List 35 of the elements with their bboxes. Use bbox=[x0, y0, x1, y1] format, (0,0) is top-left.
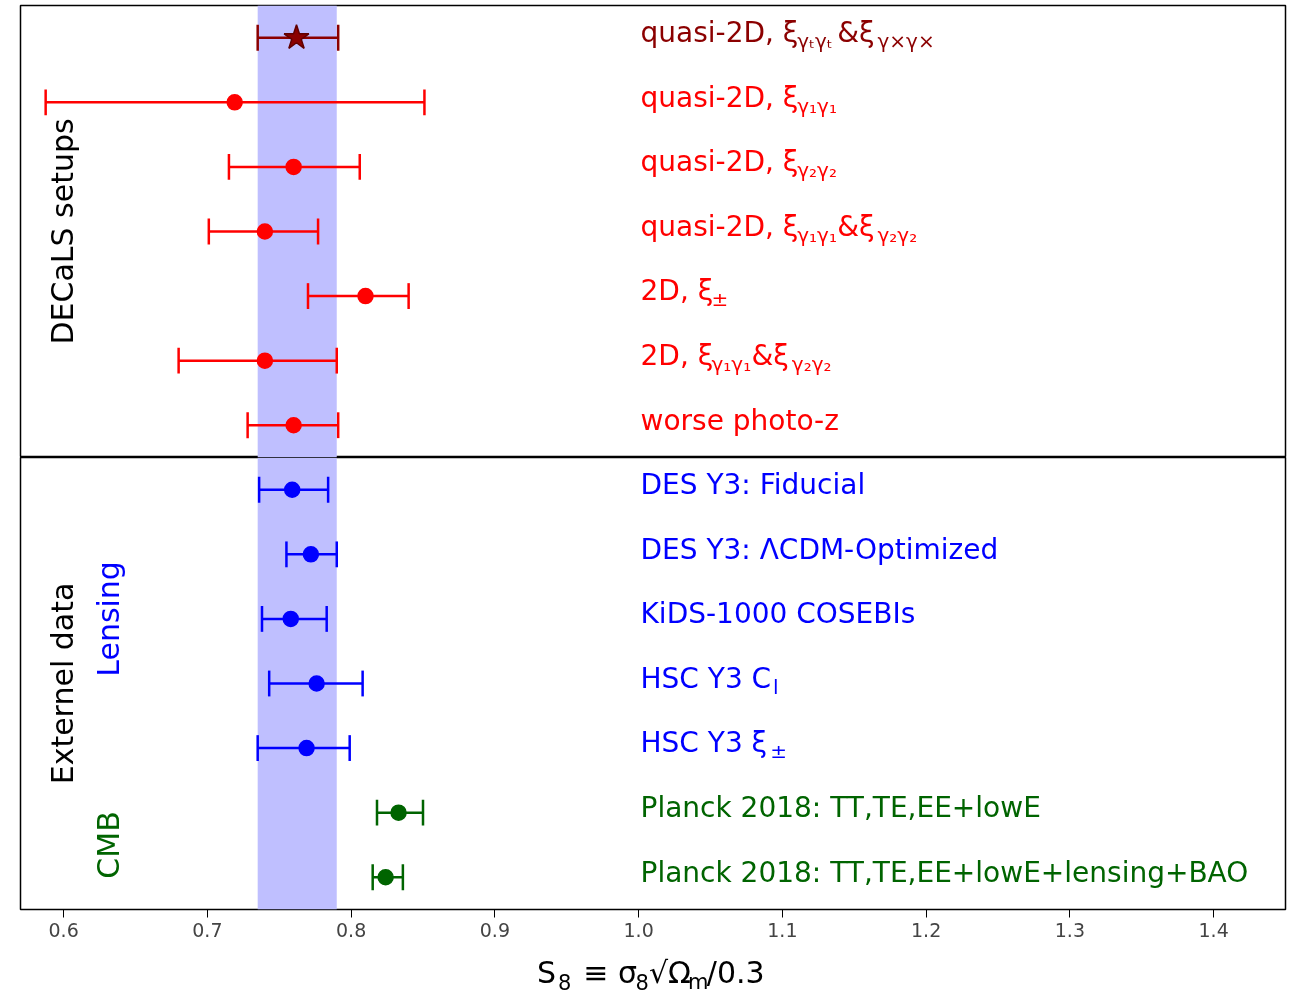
point bbox=[283, 24, 310, 50]
point bbox=[256, 223, 274, 240]
y-tick-label: Planck 2018: TT,TE,EE+lowE+lensing+BAO bbox=[640, 855, 1249, 889]
point bbox=[390, 804, 407, 821]
y-tick-label: HSC Y3 ξ± bbox=[640, 726, 788, 764]
point bbox=[377, 868, 394, 886]
point bbox=[298, 739, 315, 757]
x-tick-label: 1.1 bbox=[767, 918, 798, 941]
x-tick-label: 0.6 bbox=[48, 918, 79, 941]
point bbox=[282, 610, 299, 628]
y-tick-label: KiDS-1000 COSEBIs bbox=[640, 597, 916, 631]
category-label: worse photo-z bbox=[640, 403, 839, 437]
x-tick-label: 0.7 bbox=[192, 918, 223, 941]
point bbox=[308, 675, 325, 692]
category-label: 2D, ξ± bbox=[640, 274, 729, 312]
x-tick-label: 1.4 bbox=[1198, 918, 1229, 941]
x-tick-label: 0.9 bbox=[479, 918, 510, 941]
x-tick-label: 0.8 bbox=[336, 918, 367, 941]
point bbox=[285, 158, 302, 176]
x-tick-label: 1.2 bbox=[911, 918, 942, 941]
annotation: Externel data bbox=[45, 582, 80, 785]
point bbox=[357, 287, 374, 305]
text: CMB bbox=[91, 811, 126, 879]
text: Lensing bbox=[91, 561, 126, 677]
point bbox=[302, 546, 320, 563]
y-tick-label: DES Y3: Fiducial bbox=[640, 468, 866, 502]
annotation: DECaLS setups bbox=[45, 118, 80, 345]
x-tick-label: 1.3 bbox=[1054, 918, 1085, 941]
point bbox=[256, 352, 274, 369]
point bbox=[285, 416, 302, 434]
y-tick-label: Planck 2018: TT,TE,EE+lowE bbox=[640, 790, 1041, 824]
point bbox=[226, 94, 243, 111]
x-tick-label: 1.0 bbox=[623, 918, 654, 941]
point bbox=[283, 481, 301, 499]
y-tick-label: DES Y3: ΛCDM-Optimized bbox=[640, 532, 999, 566]
